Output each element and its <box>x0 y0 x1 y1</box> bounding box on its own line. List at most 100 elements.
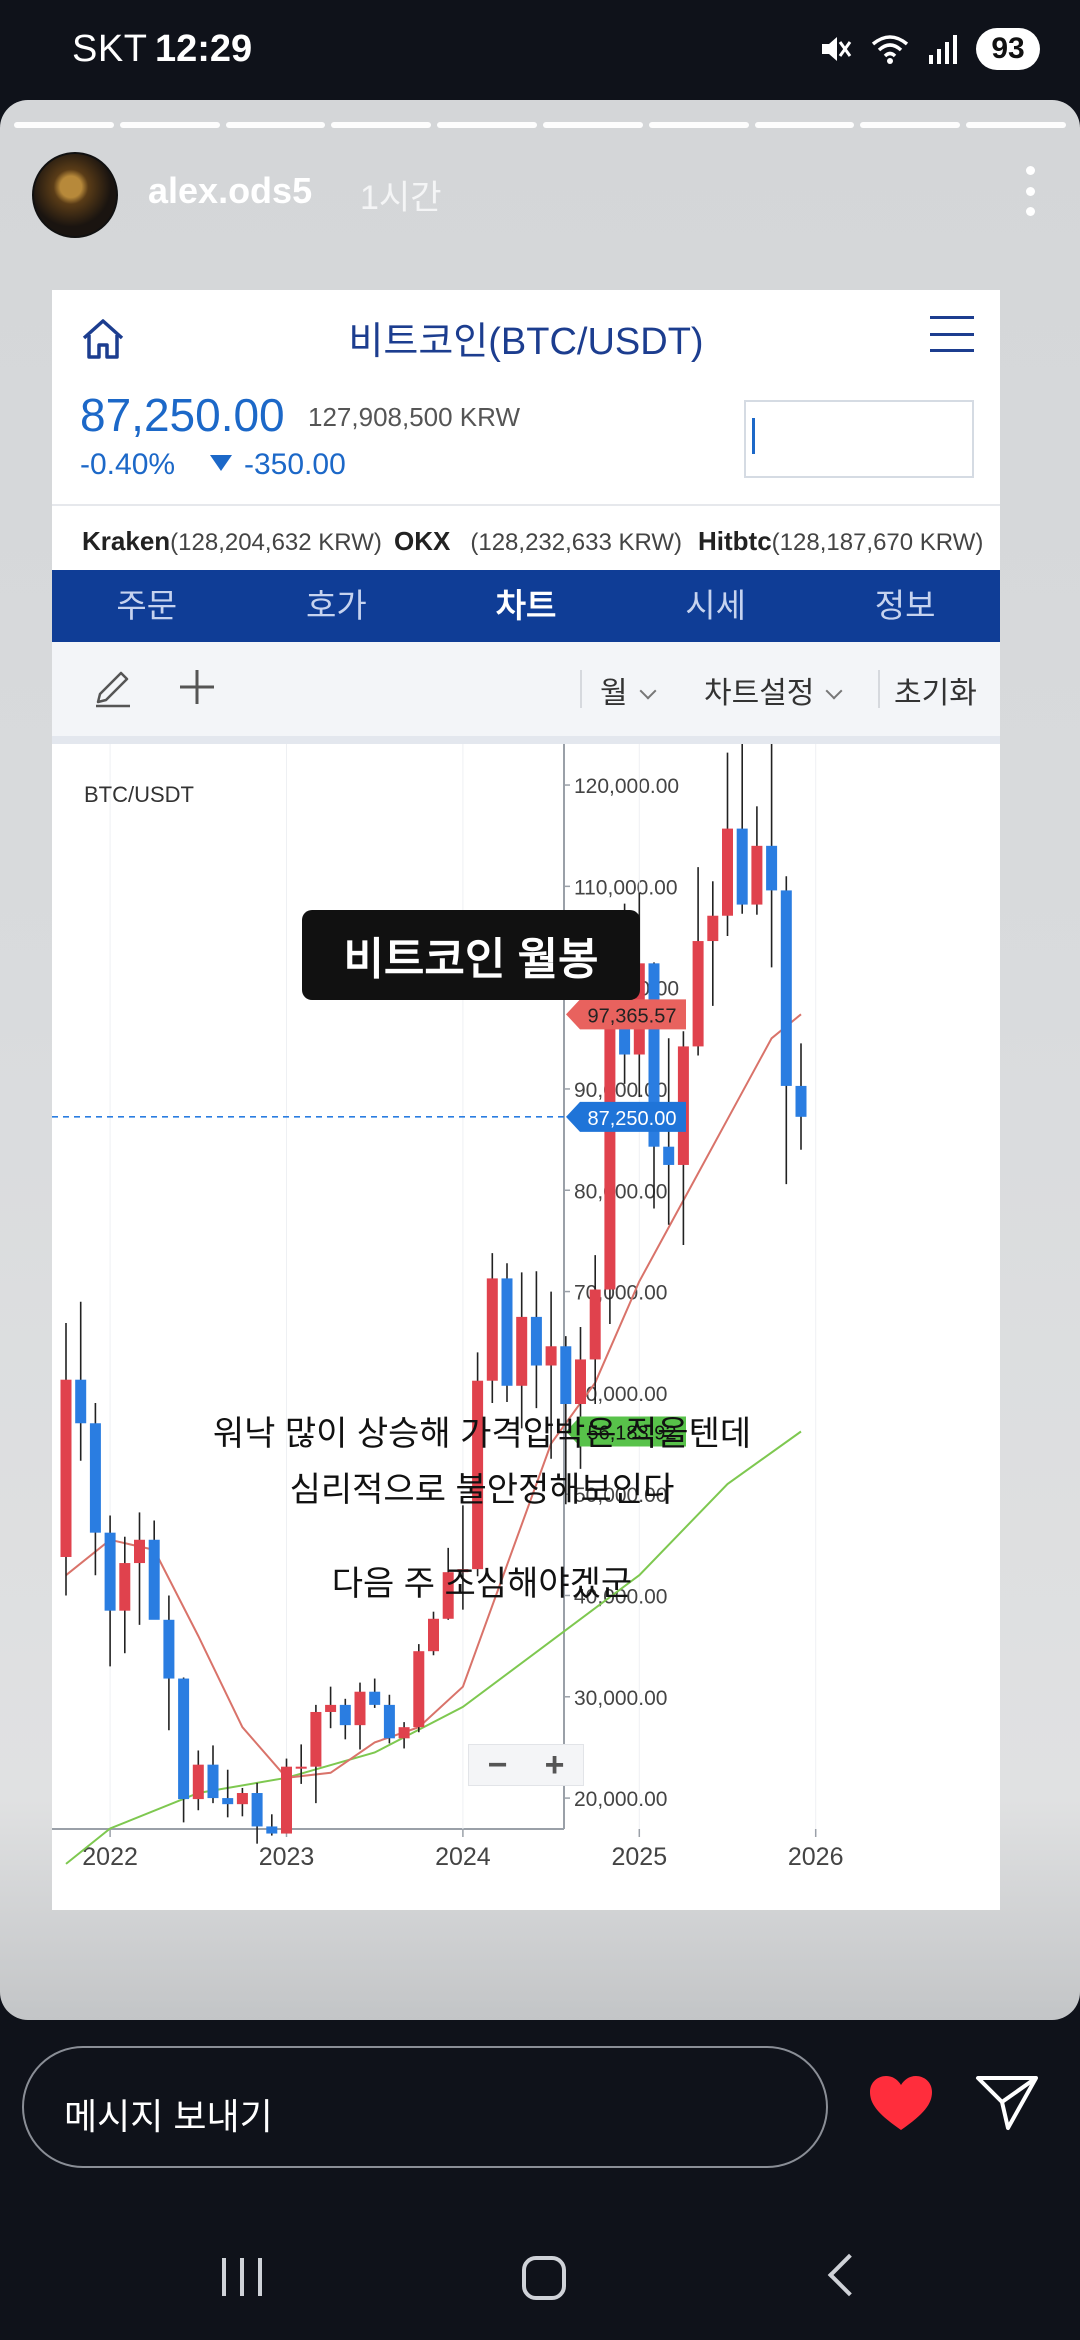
candle-body <box>780 890 792 1086</box>
ma-short-line <box>65 1013 802 1779</box>
divider <box>52 504 1000 506</box>
home-button[interactable] <box>522 2256 566 2300</box>
heart-icon[interactable] <box>868 2074 934 2134</box>
candle-body <box>516 1316 528 1386</box>
overlay-caption-3: 다음 주 조심해야겠군 <box>331 1565 633 1603</box>
exchange-value: (128,232,633 KRW) <box>470 529 683 556</box>
reply-bar: 메시지 보내기 <box>0 2020 1080 2230</box>
shared-app-screenshot: 비트코인(BTC/USDT) 87,250.00 127,908,500 KRW… <box>52 290 1000 1910</box>
candle-body <box>501 1278 513 1386</box>
message-placeholder: 메시지 보내기 <box>64 2096 273 2137</box>
current-price-tag-bg <box>566 1101 686 1132</box>
exchange-name: Kraken <box>82 526 171 556</box>
progress-segment <box>331 122 432 128</box>
message-input[interactable]: 메시지 보내기 <box>22 2046 828 2168</box>
exchange-name: Hitbtc <box>698 526 772 556</box>
exchange-value: (128,187,670 KRW) <box>771 529 984 556</box>
zoom-in-button[interactable]: + <box>544 1746 565 1784</box>
tab-chart[interactable]: 차트 <box>495 587 557 624</box>
candle-body <box>486 1278 498 1381</box>
chart-settings-label: 차트설정 <box>704 677 815 710</box>
hamburger-menu-icon[interactable] <box>930 316 974 352</box>
send-icon[interactable] <box>974 2072 1040 2132</box>
candle-body <box>119 1563 131 1611</box>
candle-body <box>751 845 763 905</box>
progress-segment <box>225 122 326 128</box>
candle-body <box>192 1764 204 1800</box>
y-tick-label: 90,000.00 <box>574 1079 667 1102</box>
story-container: alex.ods5 1시간 비트코인(BTC/USDT) 87,250.00 1… <box>0 100 1080 2020</box>
tab-info[interactable]: 정보 <box>874 587 936 624</box>
tab-order[interactable]: 주문 <box>116 587 178 624</box>
carrier-label: SKT <box>72 28 148 70</box>
recent-apps-button[interactable] <box>222 2258 262 2298</box>
period-dropdown[interactable]: 월 <box>600 668 657 712</box>
candle-body <box>75 1379 87 1424</box>
plus-icon[interactable] <box>176 666 218 708</box>
system-nav-bar <box>0 2230 1080 2340</box>
candle-body <box>89 1423 101 1533</box>
candle-body <box>281 1766 292 1834</box>
candle-body <box>134 1539 145 1564</box>
y-tick-label: 120,000.00 <box>574 775 679 798</box>
progress-segment <box>542 122 643 128</box>
mute-icon <box>822 37 852 61</box>
status-bar: SKT 12:29 93 <box>0 0 1080 100</box>
home-icon[interactable] <box>78 314 128 364</box>
y-tick-label: 60,000.00 <box>574 1383 667 1406</box>
candle-body <box>457 1569 469 1573</box>
y-tick-label: 80,000.00 <box>574 1180 667 1203</box>
story-card[interactable]: alex.ods5 1시간 비트코인(BTC/USDT) 87,250.00 1… <box>0 100 1080 2020</box>
candle-body <box>310 1711 322 1767</box>
app-title: 비트코인(BTC/USDT) <box>348 321 704 363</box>
candle-body <box>295 1766 307 1769</box>
candle-body <box>266 1826 278 1834</box>
candle-body <box>60 1379 72 1557</box>
chart-settings-dropdown[interactable]: 차트설정 <box>704 668 843 712</box>
x-tick-label: 2023 <box>259 1843 315 1871</box>
y-tick-label: 30,000.00 <box>574 1687 667 1710</box>
story-progress-bar <box>14 122 1066 128</box>
pencil-icon[interactable] <box>90 664 136 710</box>
candle-body <box>383 1704 395 1739</box>
change-amount: -350.00 <box>210 448 346 482</box>
x-tick-label: 2026 <box>788 1843 844 1871</box>
down-triangle-icon <box>210 455 232 472</box>
candle-body <box>354 1691 366 1726</box>
ma-short-tag-label: 97,365.57 <box>588 1005 677 1027</box>
tab-orderbook[interactable]: 호가 <box>306 587 367 624</box>
avatar[interactable] <box>32 152 118 238</box>
candle-body <box>398 1727 410 1739</box>
y-tick-label: 20,000.00 <box>574 1788 667 1811</box>
zoom-out-button[interactable]: − <box>487 1746 508 1784</box>
more-options-icon[interactable] <box>1020 166 1040 216</box>
candle-body <box>442 1572 454 1619</box>
chevron-down-icon <box>825 682 843 700</box>
price-krw: 127,908,500 KRW <box>308 402 520 432</box>
exchange-hitbtc: Hitbtc(128,187,670 KRW) <box>698 526 983 557</box>
candle-body <box>369 1691 381 1705</box>
current-price: 87,250.00 <box>80 389 285 441</box>
reset-button[interactable]: 초기화 <box>894 677 977 710</box>
candle-body <box>766 845 778 891</box>
zoom-control: − + <box>468 1744 584 1786</box>
candle-body <box>604 1024 616 1290</box>
candle-body <box>222 1798 234 1805</box>
change-percent: -0.40% <box>80 448 176 481</box>
toolbar-separator <box>580 670 582 708</box>
candlestick-chart[interactable]: 20,000.00 30,000.00 40,000.00 50,000.00 60,0… <box>52 744 1000 1910</box>
back-button[interactable] <box>827 2253 871 2297</box>
ma-long-tag-bg <box>566 1416 686 1447</box>
tab-bar: 주문 호가 차트 시세 정보 <box>52 570 1000 642</box>
progress-segment <box>437 122 537 128</box>
status-icons: 93 <box>818 26 1040 72</box>
x-tick-label: 2024 <box>435 1843 491 1871</box>
tab-market[interactable]: 시세 <box>685 587 746 624</box>
chart-svg: 20,000.00 30,000.00 40,000.00 50,000.00 60,0… <box>52 744 844 1871</box>
candle-body <box>472 1380 484 1570</box>
exchange-kraken: Kraken(128,204,632 KRW) <box>82 526 382 557</box>
story-username[interactable]: alex.ods5 <box>148 170 313 211</box>
change-amount-value: -350.00 <box>244 448 346 481</box>
ma-long-tag-label: 56,183.92 <box>588 1423 677 1445</box>
y-tick-label: 110,000.00 <box>574 876 678 899</box>
